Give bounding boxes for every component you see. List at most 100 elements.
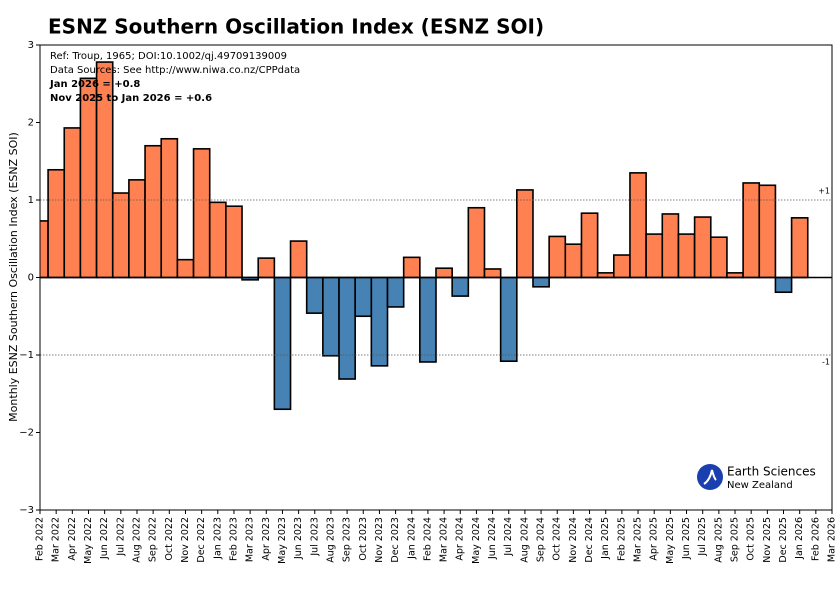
bar (402, 256, 421, 279)
bar (580, 212, 599, 279)
bars (40, 61, 809, 411)
y-tick-label: 1 (28, 195, 34, 206)
x-tick-label: Aug 2023 (325, 517, 336, 563)
bar (47, 168, 66, 279)
bar (435, 267, 453, 279)
reference-label: -1 (822, 358, 830, 367)
x-tick-label: Oct 2025 (746, 517, 757, 561)
x-tick-label: Mar 2022 (51, 517, 62, 562)
bar (612, 254, 631, 279)
bar (338, 276, 356, 380)
bar (693, 216, 712, 279)
x-tick-label: Oct 2023 (358, 517, 369, 561)
x-tick-label: Sep 2022 (148, 517, 159, 562)
x-tick-label: Dec 2023 (390, 517, 401, 563)
y-axis-label: Monthly ESNZ Southern Oscillation Index … (7, 132, 20, 422)
annotation: Nov 2025 to Jan 2026 = +0.6 (50, 93, 212, 104)
x-tick-label: Jun 2022 (99, 517, 110, 560)
bar (144, 144, 163, 279)
bar (483, 268, 502, 279)
x-tick-label: Jul 2022 (115, 517, 126, 557)
bar (661, 213, 680, 279)
x-tick-label: Jul 2024 (503, 517, 514, 557)
bar (532, 276, 550, 288)
bar (192, 148, 211, 279)
x-tick-label: Jun 2023 (293, 517, 304, 560)
reference-label: +1 (818, 187, 830, 196)
x-tick-label: Nov 2025 (762, 517, 773, 563)
bar (645, 233, 664, 279)
x-tick-label: Jun 2025 (681, 517, 692, 560)
y-tick-label: −2 (19, 428, 34, 439)
annotation: Ref: Troup, 1965; DOI:10.1002/qj.4970913… (50, 51, 287, 62)
bar (111, 192, 130, 279)
bar (322, 276, 340, 357)
logo-mark (703, 469, 717, 485)
x-tick-label: Sep 2025 (730, 517, 741, 562)
y-tick-label: 0 (28, 273, 34, 284)
x-tick-label: Mar 2023 (245, 517, 256, 562)
y-tick-label: 3 (28, 40, 34, 51)
x-tick-label: Sep 2023 (342, 517, 353, 562)
x-tick-label: May 2023 (277, 517, 288, 564)
x-tick-label: Aug 2025 (713, 517, 724, 563)
y-tick-label: 2 (28, 118, 34, 129)
bar (774, 276, 793, 294)
x-tick-label: Jan 2023 (212, 517, 223, 560)
x-tick-label: Feb 2022 (35, 517, 46, 561)
annotation: Data Sources: See http://www.niwa.co.nz/… (50, 65, 300, 76)
bar (677, 233, 696, 279)
x-tick-label: Apr 2025 (649, 517, 660, 561)
chart-title: ESNZ Southern Oscillation Index (ESNZ SO… (48, 15, 544, 39)
x-tick-label: Mar 2025 (633, 517, 644, 562)
bar (516, 189, 534, 279)
x-tick-label: Nov 2024 (568, 517, 579, 563)
bar (467, 206, 486, 279)
bar (709, 236, 728, 279)
bar (79, 77, 98, 279)
logo-text: Earth Sciences (727, 465, 816, 479)
x-tick-label: Nov 2022 (180, 517, 191, 563)
bar (289, 240, 308, 279)
y-tick-label: −3 (19, 505, 34, 516)
bar (354, 276, 373, 318)
x-tick-label: Jan 2026 (794, 517, 805, 560)
bar (386, 276, 405, 308)
x-tick-label: Jun 2024 (487, 517, 498, 560)
x-tick-label: Oct 2024 (552, 517, 563, 561)
x-tick-label: Jul 2025 (697, 517, 708, 557)
x-tick-label: Mar 2024 (439, 517, 450, 562)
x-tick-label: Jul 2023 (309, 517, 320, 557)
x-tick-label: Feb 2025 (616, 517, 627, 561)
x-tick-label: Dec 2024 (584, 517, 595, 563)
x-tick-label: Apr 2023 (261, 517, 272, 561)
bar (790, 217, 809, 279)
bar (225, 205, 243, 279)
bar (208, 201, 227, 279)
bar (273, 276, 292, 411)
x-tick-label: Feb 2023 (228, 517, 239, 561)
bar (564, 243, 583, 279)
logo-text: New Zealand (727, 480, 793, 491)
x-tick-label: Sep 2024 (536, 517, 547, 562)
x-tick-label: Feb 2026 (810, 517, 821, 561)
x-tick-label: Oct 2022 (164, 517, 175, 561)
x-tick-label: Apr 2022 (67, 517, 78, 561)
x-tick-label: May 2022 (83, 517, 94, 564)
bar (499, 276, 518, 362)
x-tick-label: Aug 2022 (131, 517, 142, 563)
bar (176, 258, 195, 279)
bar (63, 127, 82, 279)
bar (128, 179, 146, 279)
bar (305, 276, 324, 314)
x-tick-label: Dec 2022 (196, 517, 207, 563)
bar (160, 137, 179, 279)
x-tick-label: Apr 2024 (455, 517, 466, 561)
x-tick-label: Feb 2024 (422, 517, 433, 561)
plot-frame (39, 44, 833, 511)
y-tick-label: −1 (19, 350, 34, 361)
x-tick-label: Aug 2024 (519, 517, 530, 563)
bar (548, 235, 567, 279)
x-tick-label: Jan 2025 (600, 517, 611, 560)
